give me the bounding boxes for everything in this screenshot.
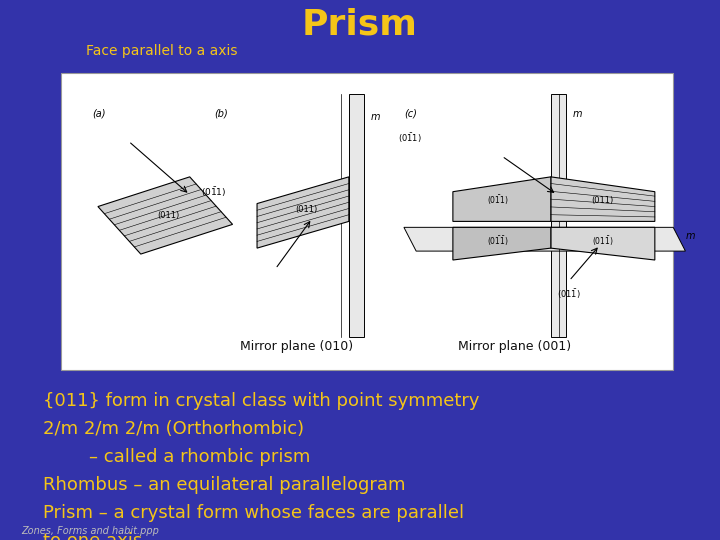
- Text: (b): (b): [215, 109, 228, 119]
- Polygon shape: [98, 177, 233, 254]
- Polygon shape: [453, 177, 551, 221]
- Text: m: m: [685, 231, 695, 241]
- Text: 2/m 2/m 2/m (Orthorhombic): 2/m 2/m 2/m (Orthorhombic): [43, 420, 305, 437]
- Text: (011): (011): [158, 211, 180, 220]
- Text: $(0\bar{1}1)$: $(0\bar{1}1)$: [398, 131, 423, 145]
- Polygon shape: [551, 227, 655, 260]
- Text: (c): (c): [404, 109, 417, 119]
- Text: $(01\bar{1})$: $(01\bar{1})$: [557, 287, 581, 301]
- Text: $(01\bar{1})$: $(01\bar{1})$: [592, 234, 613, 247]
- Polygon shape: [551, 177, 655, 221]
- Polygon shape: [404, 227, 685, 251]
- Text: – called a rhombic prism: – called a rhombic prism: [43, 448, 310, 465]
- Polygon shape: [551, 94, 566, 337]
- Text: Face parallel to a axis: Face parallel to a axis: [86, 44, 238, 58]
- Text: Mirror plane (001): Mirror plane (001): [457, 340, 571, 353]
- Text: $(0\bar{1}1)$: $(0\bar{1}1)$: [201, 185, 227, 199]
- Text: m: m: [370, 112, 379, 123]
- FancyBboxPatch shape: [61, 73, 673, 370]
- Text: {011} form in crystal class with point symmetry: {011} form in crystal class with point s…: [43, 392, 480, 409]
- Text: to one axis: to one axis: [43, 532, 143, 540]
- Text: Prism: Prism: [302, 8, 418, 41]
- Text: (011): (011): [592, 195, 614, 205]
- Text: $(0\bar{1}\bar{1})$: $(0\bar{1}\bar{1})$: [487, 234, 509, 247]
- Polygon shape: [257, 177, 349, 248]
- Text: Rhombus – an equilateral parallelogram: Rhombus – an equilateral parallelogram: [43, 476, 405, 494]
- Polygon shape: [453, 227, 551, 260]
- Text: Zones, Forms and habit.ppp: Zones, Forms and habit.ppp: [22, 525, 159, 536]
- Text: $(0\bar{1}1)$: $(0\bar{1}1)$: [487, 193, 509, 207]
- Text: Mirror plane (010): Mirror plane (010): [240, 340, 354, 353]
- Text: Prism – a crystal form whose faces are parallel: Prism – a crystal form whose faces are p…: [43, 504, 464, 522]
- Text: (011): (011): [295, 205, 318, 214]
- Text: m: m: [572, 110, 582, 119]
- Text: (a): (a): [92, 109, 105, 119]
- Polygon shape: [349, 94, 364, 337]
